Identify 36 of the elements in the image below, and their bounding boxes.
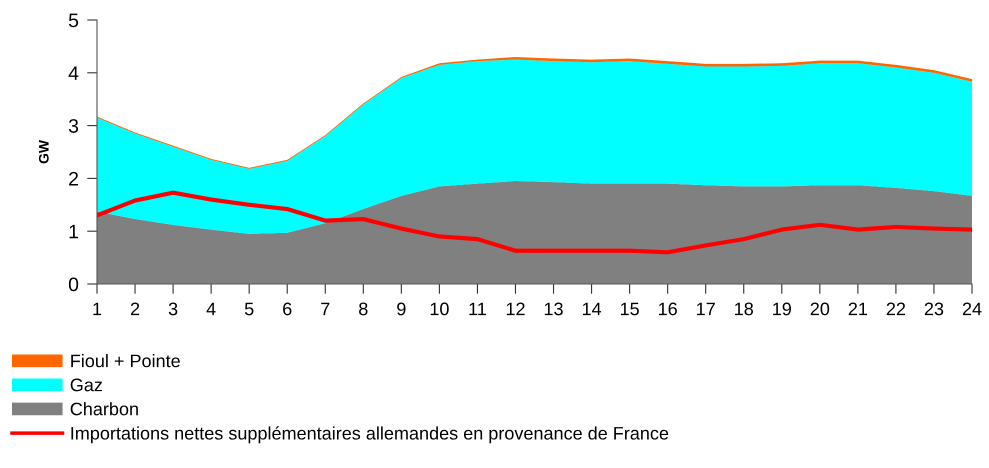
x-tick-label: 10	[430, 302, 449, 316]
x-tick-label: 24	[962, 302, 982, 316]
x-tick-label: 4	[206, 302, 216, 316]
x-tick-label: 13	[544, 302, 563, 316]
x-tick-label: 16	[658, 302, 677, 316]
x-tick-label: 19	[773, 302, 791, 316]
x-tick-label: 5	[244, 302, 254, 316]
x-tick-label: 3	[168, 302, 178, 316]
legend-label: Charbon	[70, 402, 138, 416]
x-tick-label: 7	[321, 302, 330, 316]
x-tick-label: 20	[810, 302, 830, 316]
x-tick-label: 14	[582, 302, 602, 316]
y-tick-label: 4	[68, 66, 78, 80]
x-tick-label: 8	[359, 302, 368, 316]
y-tick-label: 1	[70, 224, 78, 238]
x-tick-label: 18	[735, 302, 753, 316]
legend-label: Gaz	[70, 378, 102, 392]
x-tick-label: 1	[93, 302, 102, 316]
x-tick-label: 11	[469, 302, 486, 316]
x-tick-label: 12	[506, 302, 525, 316]
y-tick-label: 5	[68, 14, 78, 28]
y-tick-label: 2	[69, 172, 78, 186]
x-tick-label: 2	[130, 302, 140, 316]
y-tick-label: 0	[68, 277, 78, 292]
legend-label: Importations nettes supplémentaires allemandes en provenance de France	[71, 426, 668, 444]
y-axis-title: GW	[38, 140, 49, 164]
x-tick-label: 15	[620, 302, 639, 316]
line-series	[97, 190, 972, 254]
x-tick-label: 6	[283, 302, 292, 316]
x-tick-label: 9	[397, 302, 406, 316]
legend-label: Fioul + Pointe	[71, 354, 180, 368]
x-tick-label: 22	[886, 302, 906, 316]
x-tick-label: 17	[697, 302, 715, 316]
y-tick-label: 3	[68, 119, 78, 133]
x-tick-label: 23	[924, 302, 944, 316]
x-tick-label: 21	[848, 302, 868, 316]
